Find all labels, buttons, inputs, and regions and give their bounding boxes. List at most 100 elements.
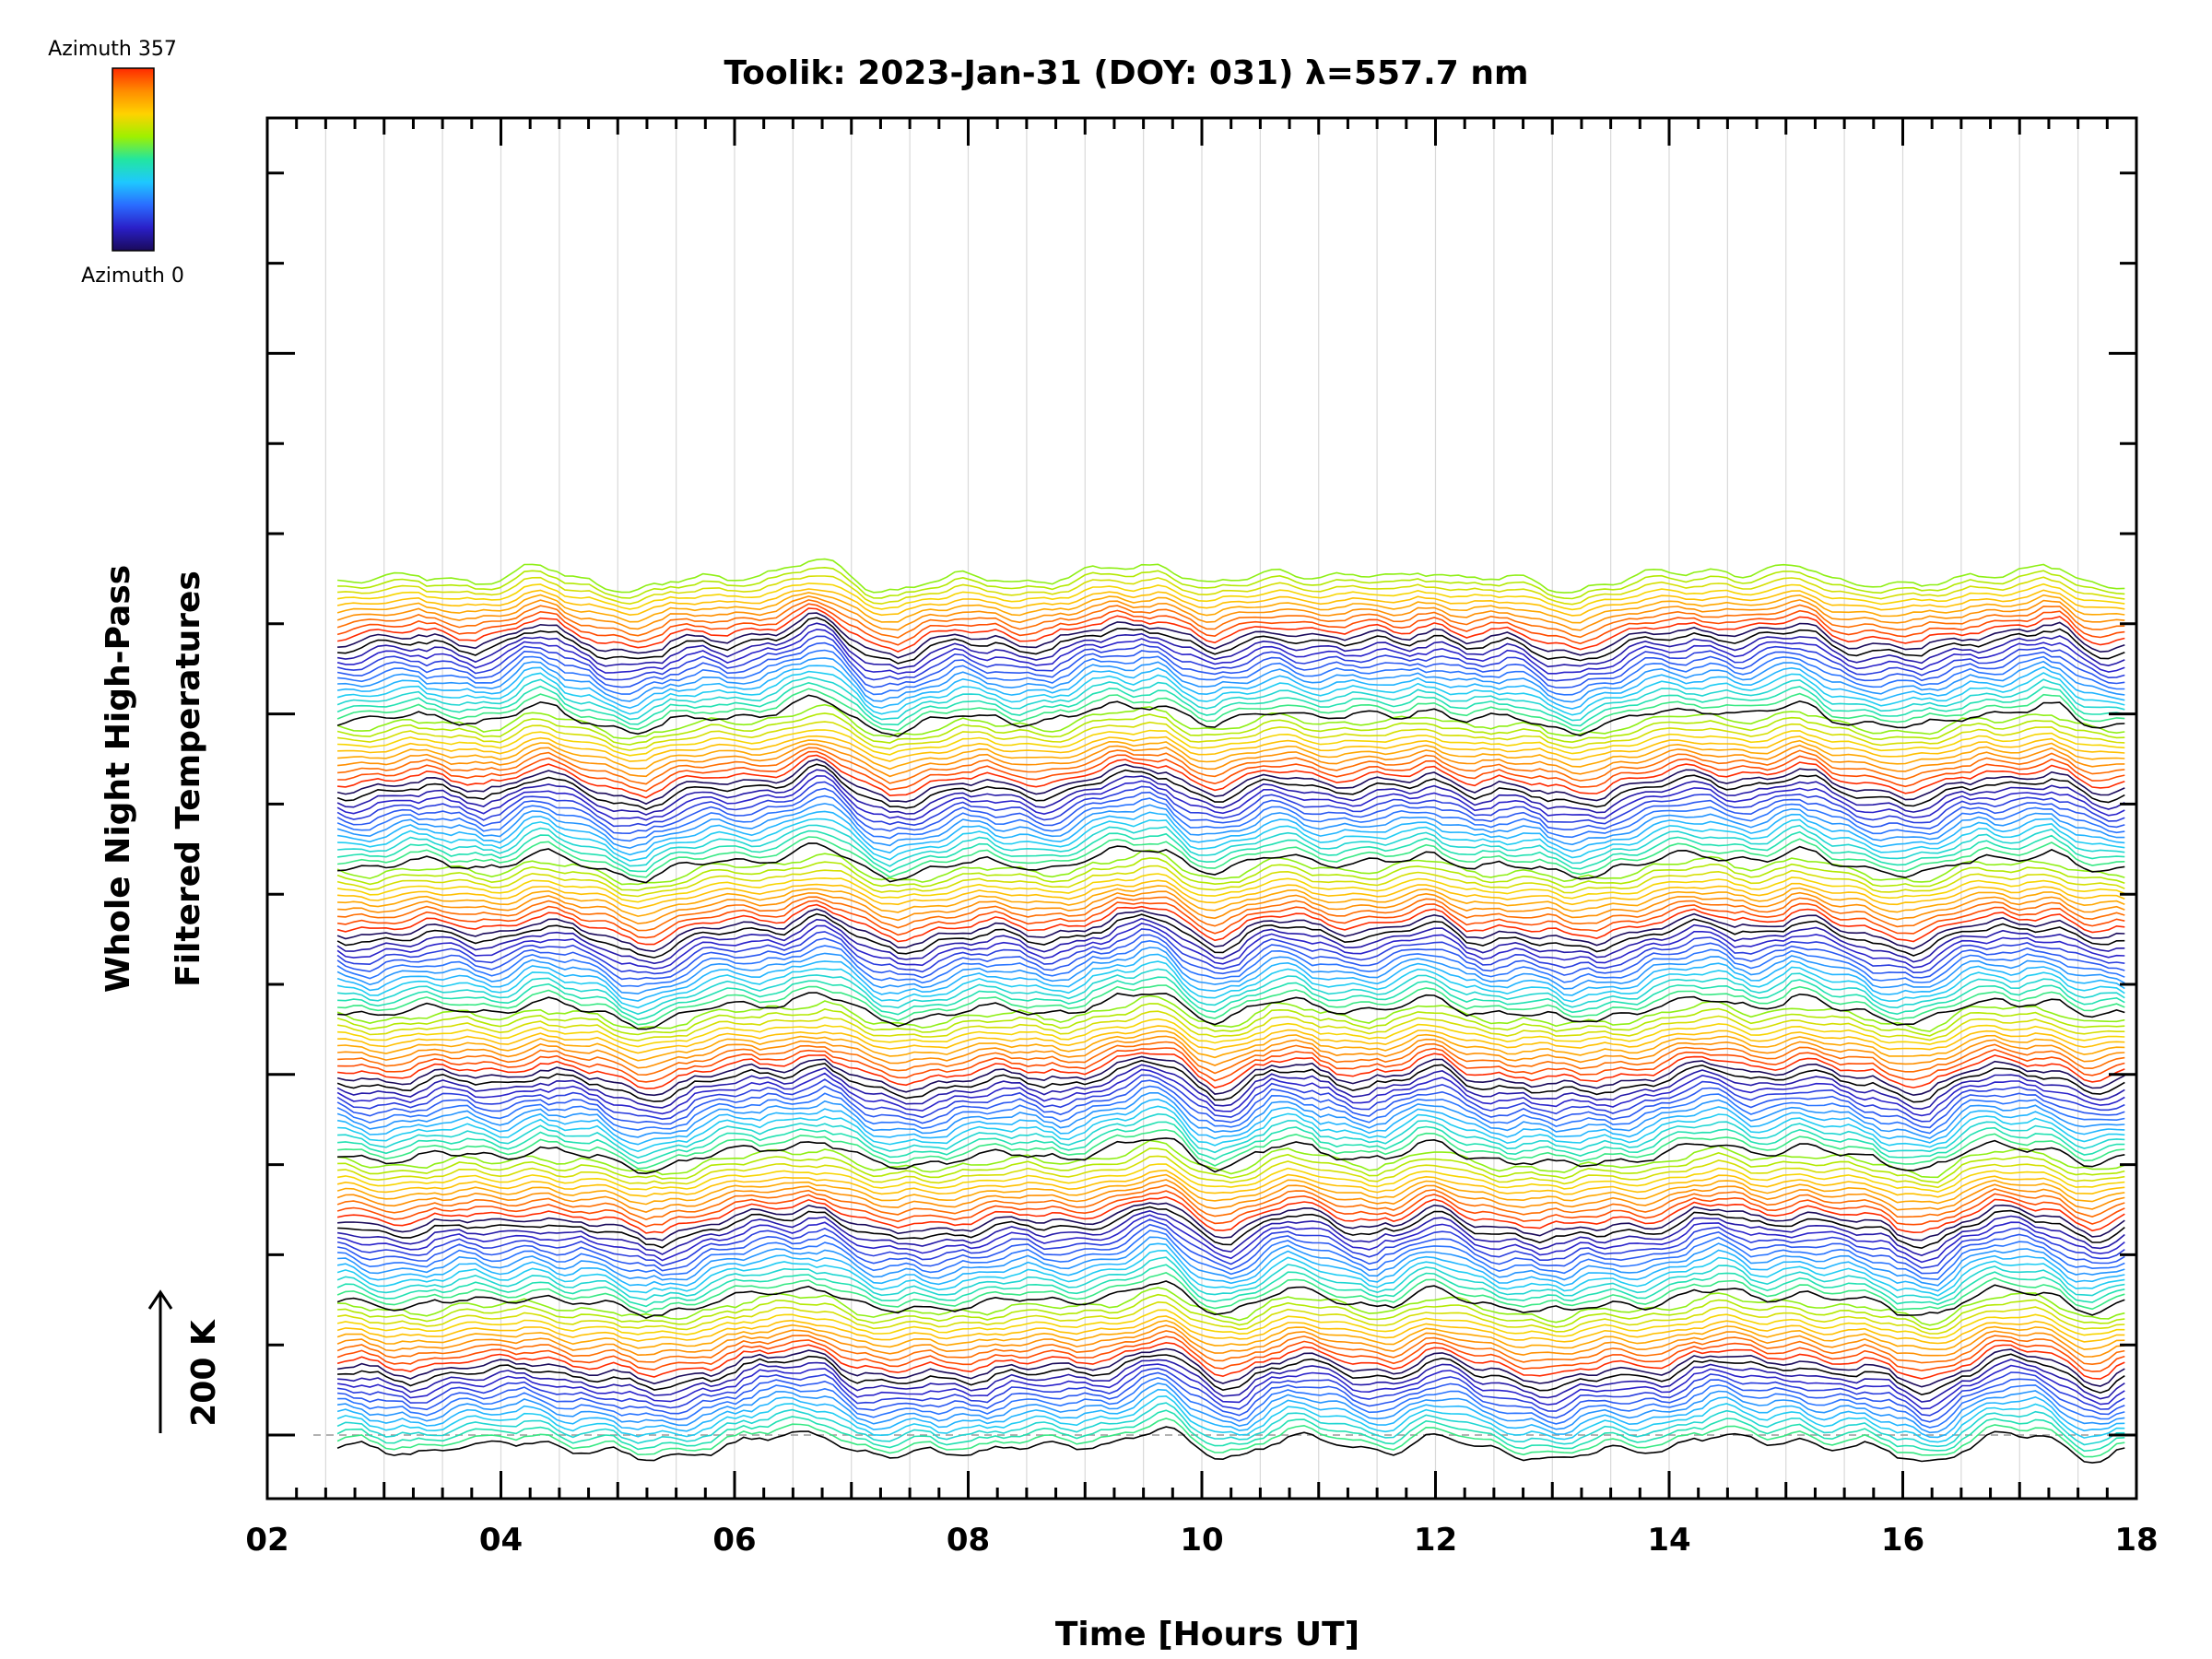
temperature-trace bbox=[337, 575, 2125, 606]
temperature-trace bbox=[337, 896, 2125, 932]
temperature-trace bbox=[336, 582, 2125, 611]
colorbar bbox=[112, 67, 155, 252]
temperature-trace bbox=[336, 1324, 2125, 1358]
temperature-trace bbox=[336, 1064, 2125, 1111]
temperature-trace bbox=[337, 558, 2125, 594]
temperature-trace bbox=[337, 1147, 2125, 1183]
temperature-trace bbox=[336, 1309, 2125, 1339]
temperature-trace bbox=[336, 908, 2125, 953]
temperature-trace bbox=[337, 885, 2125, 917]
temperature-trace bbox=[337, 729, 2125, 757]
temperature-trace bbox=[336, 599, 2125, 639]
temperature-trace bbox=[336, 1218, 2125, 1269]
temperature-trace bbox=[337, 1382, 2125, 1434]
temperature-trace bbox=[336, 1059, 2125, 1103]
x-axis-label: Time [Hours UT] bbox=[1055, 1616, 1359, 1653]
temperature-trace bbox=[336, 607, 2125, 653]
temperature-trace bbox=[337, 1052, 2125, 1089]
temperature-trace bbox=[336, 1195, 2125, 1234]
temperature-trace bbox=[337, 1047, 2125, 1083]
temperature-trace bbox=[337, 1139, 2125, 1179]
x-tick-label: 14 bbox=[1647, 1522, 1690, 1559]
temperature-trace bbox=[336, 1092, 2125, 1139]
temperature-trace bbox=[336, 603, 2125, 646]
temperature-trace bbox=[336, 1280, 2125, 1319]
temperature-trace bbox=[337, 1353, 2125, 1396]
temperature-trace bbox=[336, 1426, 2125, 1464]
x-tick-label: 02 bbox=[245, 1522, 288, 1559]
temperature-trace bbox=[336, 794, 2125, 842]
temperature-trace bbox=[336, 939, 2125, 988]
temperature-trace bbox=[337, 1376, 2125, 1429]
temperature-trace bbox=[336, 1319, 2125, 1351]
temperature-trace bbox=[336, 592, 2125, 624]
temperature-trace bbox=[336, 1367, 2125, 1417]
temperature-trace bbox=[337, 976, 2125, 1021]
temperature-trace bbox=[336, 775, 2125, 821]
temperature-trace bbox=[336, 1169, 2125, 1198]
temperature-trace bbox=[337, 1287, 2125, 1326]
colorbar-bottom-label: Azimuth 0 bbox=[81, 265, 184, 288]
temperature-trace bbox=[336, 769, 2125, 816]
temperature-trace bbox=[336, 857, 2125, 891]
temperature-trace bbox=[337, 818, 2125, 862]
temperature-trace bbox=[336, 1010, 2125, 1042]
temperature-trace bbox=[336, 688, 2125, 732]
temperature-trace bbox=[336, 1409, 2125, 1453]
temperature-trace bbox=[336, 1055, 2125, 1097]
temperature-trace bbox=[337, 1155, 2125, 1189]
temperature-trace bbox=[337, 1025, 2125, 1054]
temperature-trace bbox=[336, 947, 2125, 995]
temperature-trace bbox=[336, 1256, 2125, 1301]
temperature-trace bbox=[337, 968, 2125, 1016]
temperature-trace bbox=[336, 641, 2125, 688]
temperature-trace bbox=[336, 1394, 2125, 1443]
temperature-trace bbox=[337, 836, 2125, 878]
scale-label: 200 K bbox=[185, 1319, 223, 1427]
temperature-trace bbox=[336, 1173, 2125, 1206]
temperature-trace bbox=[336, 934, 2125, 981]
temperature-trace bbox=[336, 803, 2125, 850]
temperature-trace bbox=[336, 1347, 2125, 1388]
x-tick-label: 08 bbox=[947, 1522, 990, 1559]
temperature-trace bbox=[336, 1335, 2125, 1372]
x-tick-label: 04 bbox=[479, 1522, 523, 1559]
temperature-trace bbox=[336, 865, 2125, 898]
temperature-trace bbox=[336, 903, 2125, 946]
y-axis-label-line2: Filtered Temperatures bbox=[170, 571, 207, 987]
temperature-trace bbox=[337, 992, 2125, 1030]
temperature-trace bbox=[336, 1068, 2125, 1117]
temperature-trace bbox=[337, 739, 2125, 771]
temperature-trace bbox=[336, 873, 2125, 903]
temperature-trace bbox=[336, 595, 2125, 631]
temperature-trace bbox=[336, 681, 2125, 727]
temperature-trace bbox=[337, 1035, 2125, 1069]
temperature-trace bbox=[336, 810, 2125, 856]
temperature-trace bbox=[336, 1330, 2125, 1366]
temperature-trace bbox=[336, 1079, 2125, 1129]
temperature-trace bbox=[336, 622, 2125, 670]
temperature-trace bbox=[337, 721, 2125, 751]
temperature-trace bbox=[336, 1242, 2125, 1292]
temperature-trace bbox=[336, 923, 2125, 970]
temperature-trace bbox=[336, 781, 2125, 828]
temperature-trace bbox=[337, 1121, 2125, 1165]
colorbar-top-label: Azimuth 357 bbox=[48, 38, 177, 61]
temperature-trace bbox=[336, 1209, 2125, 1256]
temperature-trace bbox=[336, 912, 2125, 959]
temperature-trace bbox=[337, 1105, 2125, 1153]
temperature-trace bbox=[336, 712, 2125, 746]
temperature-trace bbox=[337, 1202, 2125, 1241]
temperature-trace bbox=[336, 1214, 2125, 1264]
temperature-trace bbox=[337, 1112, 2125, 1159]
temperature-trace bbox=[336, 665, 2125, 710]
temperature-trace bbox=[337, 747, 2125, 785]
temperature-trace bbox=[336, 1190, 2125, 1228]
temperature-trace bbox=[337, 984, 2125, 1026]
temperature-trace bbox=[336, 900, 2125, 939]
temperature-trace bbox=[336, 1388, 2125, 1439]
temperature-trace bbox=[337, 1293, 2125, 1331]
temperature-trace bbox=[337, 1137, 2125, 1175]
temperature-trace bbox=[336, 1098, 2125, 1146]
